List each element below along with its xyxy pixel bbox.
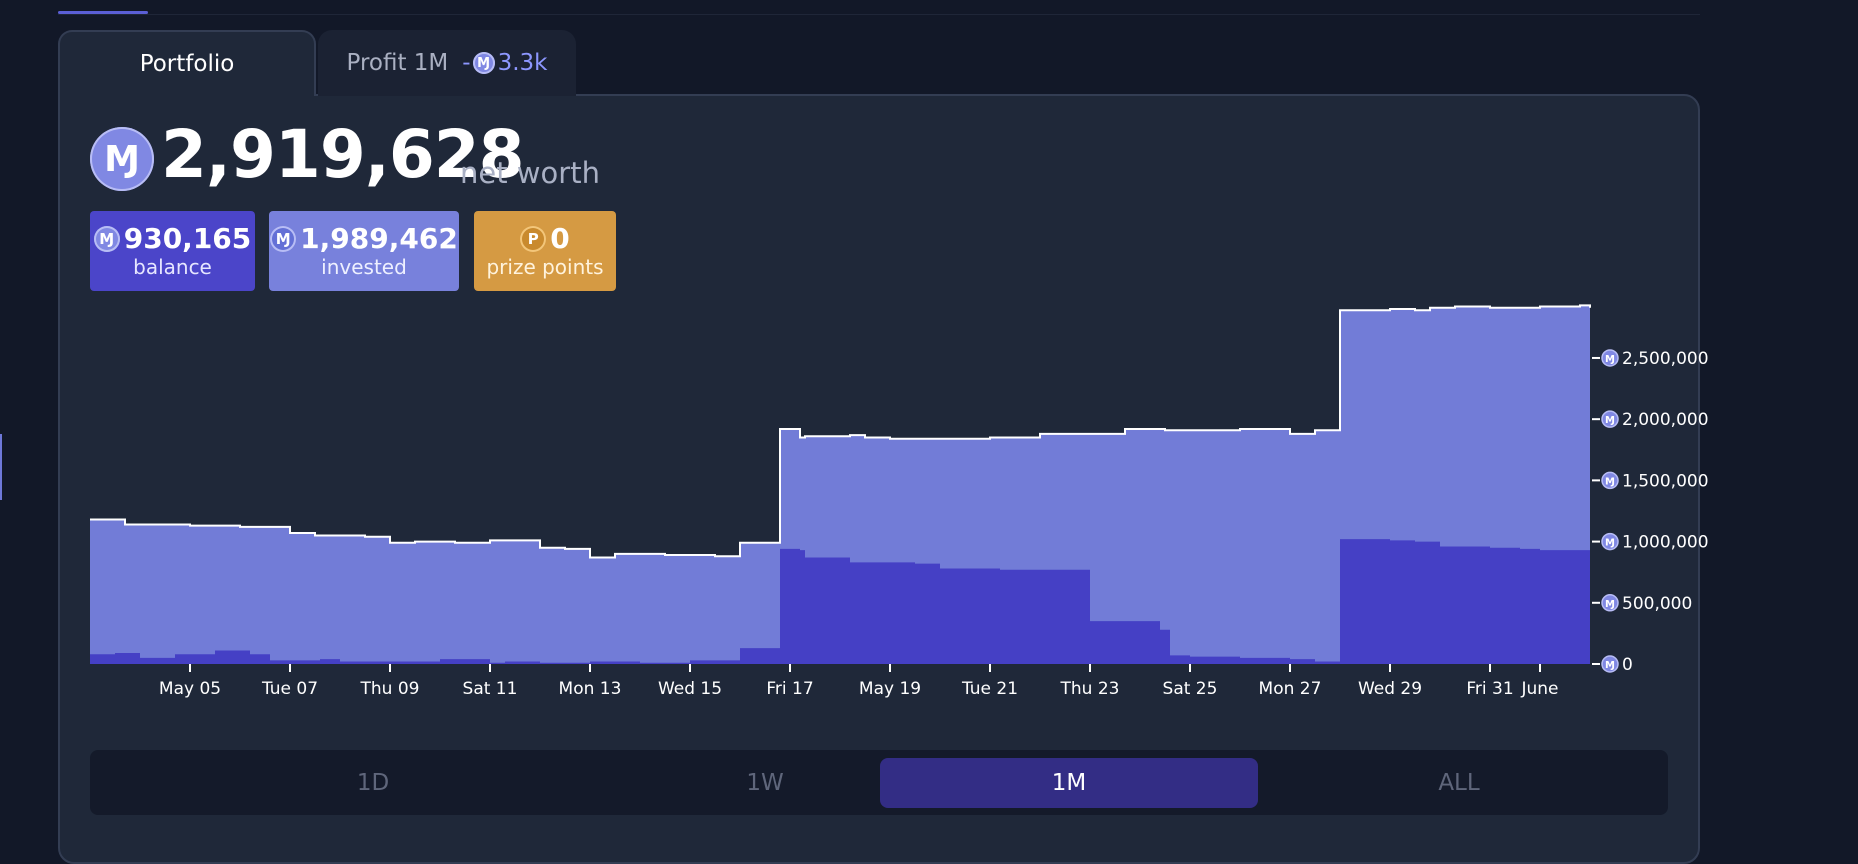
mana-coin-glyph: Ɱ: [1605, 415, 1615, 426]
left-edge-marker: [0, 434, 2, 500]
x-axis-tick-label: May 05: [159, 679, 221, 699]
mana-coin-icon: [1601, 410, 1619, 428]
x-axis-tick-label: Wed 15: [658, 679, 722, 699]
x-axis-tick-label: Sat 11: [463, 679, 518, 699]
mana-coin-glyph: Ɱ: [1605, 599, 1615, 610]
mana-coin-icon: [1601, 655, 1619, 673]
tab-portfolio-label: Portfolio: [139, 51, 235, 77]
range-all-button[interactable]: ALL: [1438, 770, 1480, 796]
mana-coin-icon: [1601, 471, 1619, 490]
invested-stat: Ɱ 1,989,462 invested: [269, 211, 459, 291]
x-axis-tick-label: June: [1520, 679, 1558, 699]
balance-value: 930,165: [123, 222, 252, 255]
balance-label: balance: [133, 255, 212, 279]
range-1w-button[interactable]: 1W: [746, 770, 784, 796]
balance-stat: Ɱ 930,165 balance: [90, 211, 255, 291]
y-axis-tick-label: 2,000,000: [1622, 410, 1709, 430]
prize-points-stat: P 0 prize points: [474, 211, 616, 291]
x-axis-tick-label: Tue 21: [961, 679, 1018, 699]
time-range-selector: 1D 1W 1M ALL: [90, 750, 1668, 815]
y-axis-tick-label: 2,500,000: [1622, 349, 1709, 369]
net-worth-value: 2,919,628: [161, 116, 525, 193]
prize-points-label: prize points: [486, 255, 604, 279]
range-1d-button[interactable]: 1D: [356, 770, 390, 796]
y-axis-tick-label: 1,500,000: [1622, 471, 1709, 491]
net-worth-line: [90, 304, 1591, 559]
y-axis-tick-label: 500,000: [1622, 594, 1692, 614]
active-nav-indicator: [58, 11, 148, 14]
mana-coin-icon: [1601, 532, 1619, 551]
net-worth-label: net worth: [460, 156, 600, 190]
net-worth-area: [90, 305, 1590, 664]
mana-coin-icon: [1601, 349, 1619, 367]
tab-portfolio[interactable]: Portfolio: [58, 30, 316, 96]
mana-coin-icon: Ɱ: [270, 226, 297, 252]
x-axis-tick-label: Tue 07: [261, 679, 318, 699]
x-axis-tick-label: Thu 09: [360, 679, 420, 699]
x-axis-tick-label: Fri 31: [1466, 679, 1513, 699]
x-axis-tick-label: Thu 23: [1060, 679, 1120, 699]
mana-coin-icon: Ɱ: [90, 127, 154, 191]
invested-value: 1,989,462: [300, 222, 458, 255]
x-axis-tick-label: May 19: [859, 679, 921, 699]
prize-coin-icon: P: [520, 226, 547, 252]
range-1m-button[interactable]: 1M: [880, 758, 1258, 808]
tab-profit[interactable]: Profit 1M - Ɱ 3.3k: [318, 30, 576, 96]
tab-profit-label: Profit 1M: [346, 50, 449, 76]
x-axis-tick-label: Mon 27: [1259, 679, 1322, 699]
mana-coin-icon: Ɱ: [93, 226, 120, 252]
invested-label: invested: [321, 255, 407, 279]
profit-sign: -: [462, 50, 471, 76]
profit-value: - Ɱ 3.3k: [462, 50, 547, 76]
x-axis-tick-label: Sat 25: [1163, 679, 1218, 699]
y-axis-tick-label: 1,000,000: [1622, 533, 1709, 553]
mana-coin-glyph: Ɱ: [1605, 476, 1615, 487]
x-axis-tick-label: Wed 29: [1358, 679, 1422, 699]
x-axis-tick-label: Fri 17: [766, 679, 813, 699]
mana-coin-glyph: Ɱ: [1605, 660, 1615, 671]
prize-points-value: 0: [550, 222, 570, 255]
mana-coin-glyph: Ɱ: [1605, 354, 1615, 365]
mana-coin-icon: Ɱ: [472, 52, 495, 74]
mana-coin-glyph: Ɱ: [1605, 538, 1615, 549]
profit-amount: 3.3k: [497, 50, 548, 76]
portfolio-chart[interactable]: May 05 Tue 07 Thu 09 Sat 11 Mon 13 Wed 15 Fri …: [0, 0, 1858, 720]
x-axis-tick-label: Mon 13: [559, 679, 622, 699]
y-axis-tick-label: 0: [1622, 655, 1633, 675]
header-divider: [58, 14, 1700, 15]
mana-coin-icon: [1601, 594, 1619, 612]
balance-area: [90, 539, 1590, 664]
